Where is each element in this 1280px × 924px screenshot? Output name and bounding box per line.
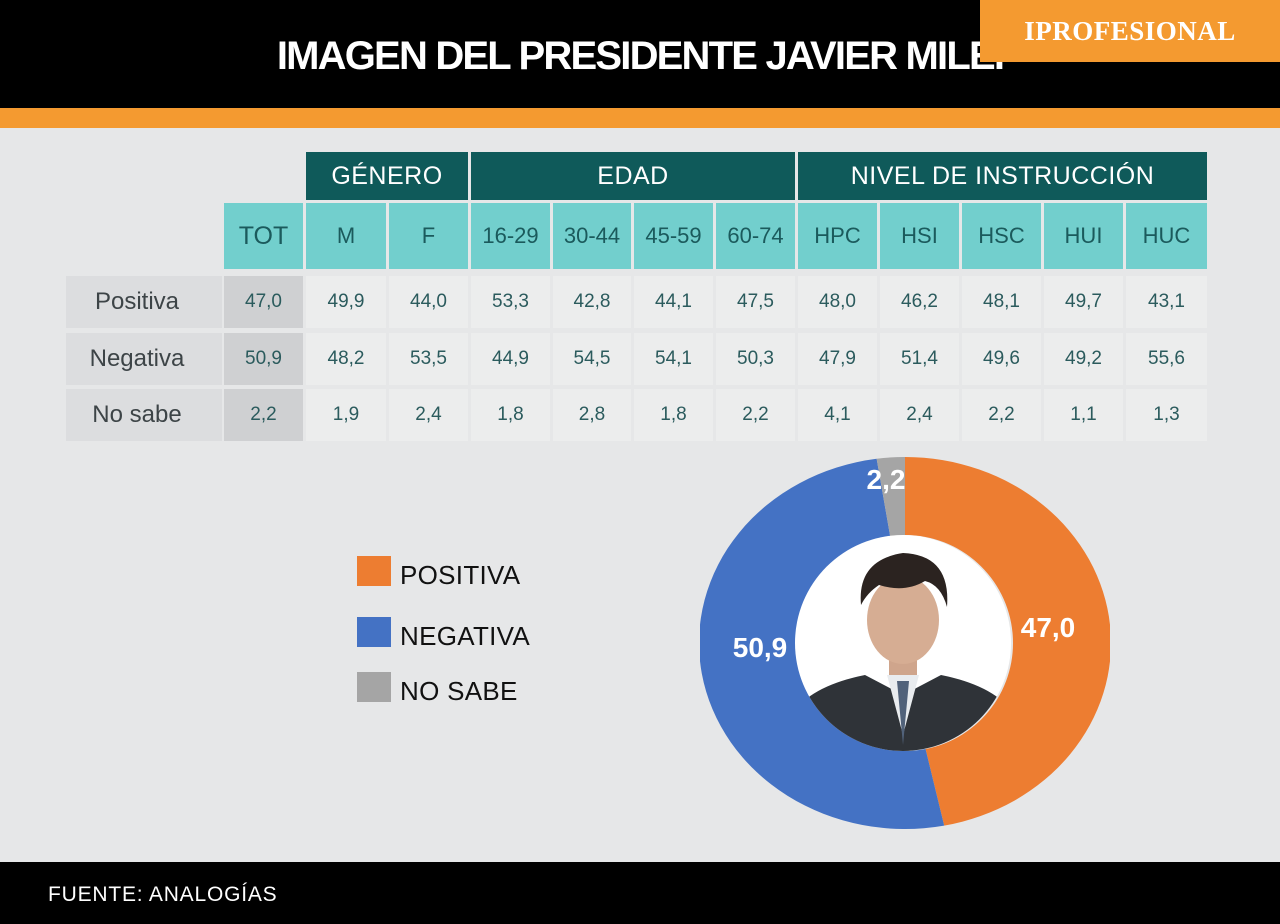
table-cell: 48,1 xyxy=(962,276,1041,328)
table-cell: 49,2 xyxy=(1044,333,1123,385)
table-cell: 47,0 xyxy=(224,276,303,328)
table-cell: 43,1 xyxy=(1126,276,1207,328)
donut-slice-negativa xyxy=(700,458,945,829)
table-cell: 4,1 xyxy=(798,389,877,441)
legend-label-positiva: POSITIVA xyxy=(400,560,521,590)
table-cell: 49,7 xyxy=(1044,276,1123,328)
column-header-hui: HUI xyxy=(1044,203,1123,269)
column-header-16-29: 16-29 xyxy=(471,203,550,269)
column-header-45-59: 45-59 xyxy=(634,203,713,269)
column-header-m: M xyxy=(306,203,386,269)
source-label: FUENTE: ANALOGÍAS xyxy=(48,883,278,906)
group-header-genero: GÉNERO xyxy=(306,152,468,200)
legend-swatch-no-sabe xyxy=(357,672,391,702)
table-cell: 1,1 xyxy=(1044,389,1123,441)
table-cell: 54,1 xyxy=(634,333,713,385)
group-header-edad: EDAD xyxy=(471,152,795,200)
column-header-30-44: 30-44 xyxy=(553,203,631,269)
brand-logo: IPROFESIONAL xyxy=(980,0,1280,62)
table-cell: 53,3 xyxy=(471,276,550,328)
legend-label-negativa: NEGATIVA xyxy=(400,621,531,651)
column-header-hsc: HSC xyxy=(962,203,1041,269)
legend-label-no-sabe: NO SABE xyxy=(400,676,518,706)
table-cell: 2,4 xyxy=(880,389,959,441)
table-cell: 50,9 xyxy=(224,333,303,385)
table-cell: 2,2 xyxy=(716,389,795,441)
table-cell: 42,8 xyxy=(553,276,631,328)
table-cell: 46,2 xyxy=(880,276,959,328)
row-label-no-sabe: No sabe xyxy=(66,389,222,441)
table-cell: 53,5 xyxy=(389,333,468,385)
row-label-positiva: Positiva xyxy=(66,276,222,328)
table-cell: 2,8 xyxy=(553,389,631,441)
table-cell: 47,5 xyxy=(716,276,795,328)
data-label-no-sabe: 2,2 xyxy=(867,464,906,495)
table-cell: 54,5 xyxy=(553,333,631,385)
table-cell: 2,4 xyxy=(389,389,468,441)
table-cell: 2,2 xyxy=(224,389,303,441)
table-cell: 44,9 xyxy=(471,333,550,385)
column-header-hsi: HSI xyxy=(880,203,959,269)
table-cell: 2,2 xyxy=(962,389,1041,441)
table-cell: 1,3 xyxy=(1126,389,1207,441)
table-cell: 44,0 xyxy=(389,276,468,328)
legend-swatch-negativa xyxy=(357,617,391,647)
donut-slice-no-sabe xyxy=(876,457,905,537)
group-header-nivel: NIVEL DE INSTRUCCIÓN xyxy=(798,152,1207,200)
column-header-f: F xyxy=(389,203,468,269)
column-header-60-74: 60-74 xyxy=(716,203,795,269)
table-cell: 48,2 xyxy=(306,333,386,385)
table-cell: 49,6 xyxy=(962,333,1041,385)
footer-bar: FUENTE: ANALOGÍAS xyxy=(0,862,1280,924)
accent-band xyxy=(0,108,1280,128)
donut-chart: 47,0 50,9 2,2 xyxy=(700,457,1110,829)
table-cell: 48,0 xyxy=(798,276,877,328)
table-cell: 51,4 xyxy=(880,333,959,385)
president-portrait-icon xyxy=(795,535,1011,751)
table-cell: 44,1 xyxy=(634,276,713,328)
table-cell: 55,6 xyxy=(1126,333,1207,385)
table-cell: 49,9 xyxy=(306,276,386,328)
row-label-negativa: Negativa xyxy=(66,333,222,385)
table-cell: 1,8 xyxy=(634,389,713,441)
column-header-huc: HUC xyxy=(1126,203,1207,269)
column-header-tot: TOT xyxy=(224,203,303,269)
table-cell: 1,8 xyxy=(471,389,550,441)
data-label-positiva: 47,0 xyxy=(1021,612,1076,643)
table-cell: 50,3 xyxy=(716,333,795,385)
data-label-negativa: 50,9 xyxy=(733,632,788,663)
page-title: IMAGEN DEL PRESIDENTE JAVIER MILEI xyxy=(276,34,1005,78)
donut-slice-positiva xyxy=(905,457,1110,826)
table-cell: 1,9 xyxy=(306,389,386,441)
table-cell: 47,9 xyxy=(798,333,877,385)
legend-swatch-positiva xyxy=(357,556,391,586)
column-header-hpc: HPC xyxy=(798,203,877,269)
